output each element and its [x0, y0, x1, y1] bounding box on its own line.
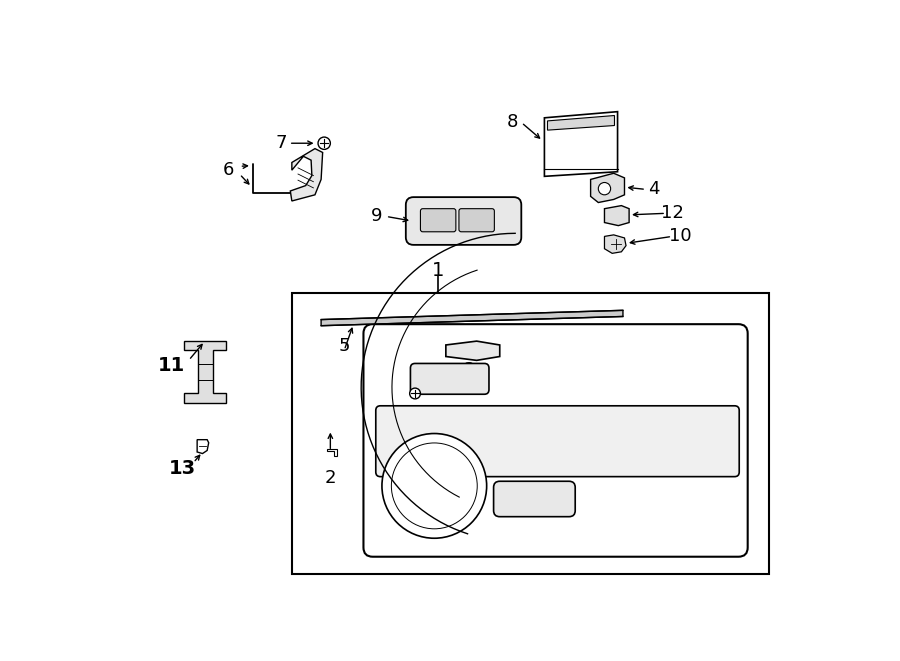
FancyBboxPatch shape: [364, 324, 748, 557]
Text: 1: 1: [432, 261, 445, 280]
Polygon shape: [197, 440, 209, 453]
Text: 9: 9: [371, 208, 382, 225]
Circle shape: [410, 388, 420, 399]
FancyBboxPatch shape: [406, 197, 521, 245]
FancyBboxPatch shape: [420, 209, 456, 232]
Text: 3: 3: [464, 362, 474, 379]
FancyBboxPatch shape: [493, 481, 575, 517]
Bar: [292, 293, 770, 574]
Polygon shape: [547, 116, 615, 130]
Text: 4: 4: [648, 180, 660, 198]
FancyBboxPatch shape: [459, 209, 494, 232]
Text: 11: 11: [158, 356, 185, 375]
Text: 6: 6: [223, 161, 234, 179]
Polygon shape: [544, 112, 617, 176]
Text: 10: 10: [669, 227, 691, 245]
Circle shape: [318, 137, 330, 149]
Polygon shape: [590, 173, 625, 202]
Circle shape: [382, 434, 487, 538]
Polygon shape: [605, 235, 626, 253]
Polygon shape: [446, 341, 500, 360]
FancyBboxPatch shape: [376, 406, 739, 477]
Text: 2: 2: [325, 469, 336, 487]
Circle shape: [598, 182, 610, 195]
Text: 5: 5: [338, 336, 350, 355]
Text: 8: 8: [507, 114, 517, 132]
Polygon shape: [327, 449, 338, 456]
Polygon shape: [605, 206, 629, 225]
FancyBboxPatch shape: [410, 364, 489, 394]
Text: 7: 7: [275, 134, 287, 152]
Polygon shape: [184, 341, 227, 403]
Polygon shape: [321, 310, 623, 326]
Text: 12: 12: [661, 204, 684, 222]
Text: 13: 13: [169, 459, 196, 479]
Polygon shape: [291, 149, 322, 201]
